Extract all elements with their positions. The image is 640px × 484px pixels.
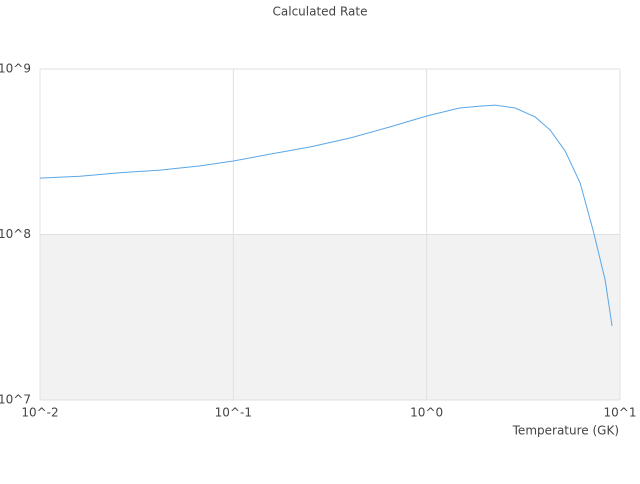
y-tick-label: 10^8 — [0, 227, 31, 241]
x-tick-label: 10^-2 — [21, 406, 58, 420]
chart-title: Calculated Rate — [273, 5, 368, 19]
x-axis-label: Temperature (GK) — [512, 424, 619, 438]
x-tick-label: 10^1 — [604, 406, 637, 420]
y-tick-label: 10^9 — [0, 62, 31, 76]
x-tick-label: 10^-1 — [215, 406, 252, 420]
y-tick-label: 10^7 — [0, 393, 31, 407]
x-tick-label: 10^0 — [410, 406, 443, 420]
plot-band — [40, 234, 620, 400]
line — [39, 104, 613, 327]
